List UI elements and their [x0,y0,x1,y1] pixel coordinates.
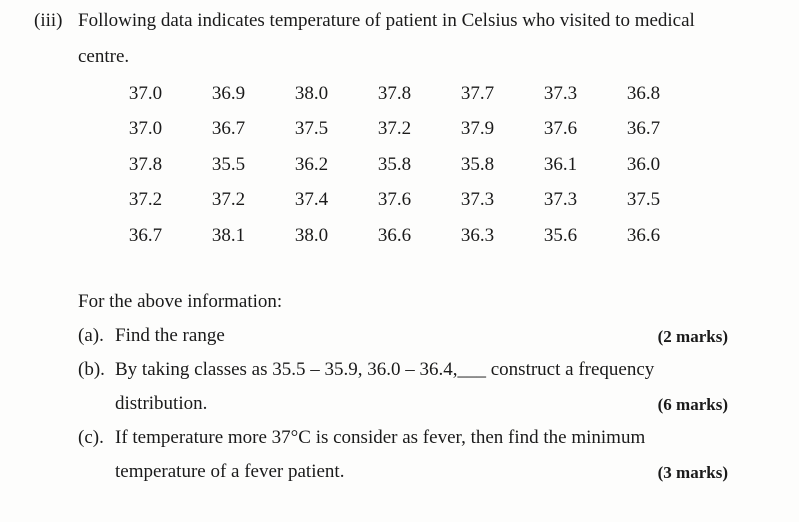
table-cell: 37.6 [543,118,578,140]
part-c-label: (c). [78,427,104,448]
table-row: 37.8 35.5 36.2 35.8 35.8 36.1 36.0 [104,147,685,183]
table-cell: 37.4 [294,189,329,211]
table-cell: 36.2 [294,153,329,175]
part-a: (a). Find the range [78,325,225,347]
table-row: 37.0 36.9 38.0 37.8 37.7 37.3 36.8 [104,76,685,112]
table-cell: 37.0 [128,118,163,140]
table-cell: 35.6 [543,224,578,246]
table-cell: 37.8 [128,153,163,175]
table-cell: 36.7 [626,118,661,140]
table-cell: 37.8 [377,82,412,104]
question-intro: (iii) Following data indicates temperatur… [34,10,695,32]
part-c: (c). If temperature more 37°C is consider… [78,427,645,449]
table-cell: 37.2 [128,189,163,211]
table-cell: 37.5 [626,189,661,211]
table-cell: 37.0 [128,82,163,104]
part-b: (b). By taking classes as 35.5 – 35.9, 36… [78,359,654,381]
question-intro-text: Following data indicates temperature of … [78,10,695,31]
table-cell: 37.2 [211,189,246,211]
part-b-text-continued: distribution. [115,393,208,414]
part-b-text: By taking classes as 35.5 – 35.9, 36.0 –… [115,359,655,380]
table-cell: 36.1 [543,153,578,175]
table-cell: 38.1 [211,224,246,246]
table-cell: 38.0 [294,82,329,104]
table-cell: 36.3 [460,224,495,246]
table-cell: 37.3 [460,189,495,211]
table-cell: 36.8 [626,82,661,104]
table-row: 36.7 38.1 38.0 36.6 36.3 35.6 36.6 [104,218,685,254]
table-cell: 38.0 [294,224,329,246]
table-cell: 37.3 [543,82,578,104]
table-cell: 36.7 [211,118,246,140]
table-cell: 36.6 [377,224,412,246]
part-a-label: (a). [78,325,104,346]
part-c-text: If temperature more 37°C is consider as … [115,427,646,448]
table-cell: 37.7 [460,82,495,104]
table-cell: 37.9 [460,118,495,140]
part-a-marks: (2 marks) [657,327,728,346]
table-cell: 35.8 [377,153,412,175]
question-intro-continued: centre. [78,46,130,67]
question-number: (iii) [34,10,63,31]
table-cell: 37.6 [377,189,412,211]
part-a-text: Find the range [115,325,225,346]
table-cell: 36.6 [626,224,661,246]
lead-in-text: For the above information: [78,291,283,312]
part-b-marks: (6 marks) [657,395,728,414]
table-row: 37.0 36.7 37.5 37.2 37.9 37.6 36.7 [104,112,685,148]
part-c-text-continued: temperature of a fever patient. [115,461,345,482]
table-cell: 37.5 [294,118,329,140]
table-cell: 37.2 [377,118,412,140]
table-cell: 36.9 [211,82,246,104]
table-cell: 35.8 [460,153,495,175]
table-cell: 37.3 [543,189,578,211]
table-cell: 36.0 [626,153,661,175]
temperature-data-body: 37.0 36.9 38.0 37.8 37.7 37.3 36.8 37.0 36.7 37.5… [104,76,685,254]
table-row: 37.2 37.2 37.4 37.6 37.3 37.3 37.5 [104,183,685,219]
temperature-data-table: 37.0 36.9 38.0 37.8 37.7 37.3 36.8 37.0 36.7 37.5… [104,76,685,254]
part-c-marks: (3 marks) [657,463,728,482]
part-b-label: (b). [78,359,105,380]
table-cell: 35.5 [211,153,246,175]
table-cell: 36.7 [128,224,163,246]
